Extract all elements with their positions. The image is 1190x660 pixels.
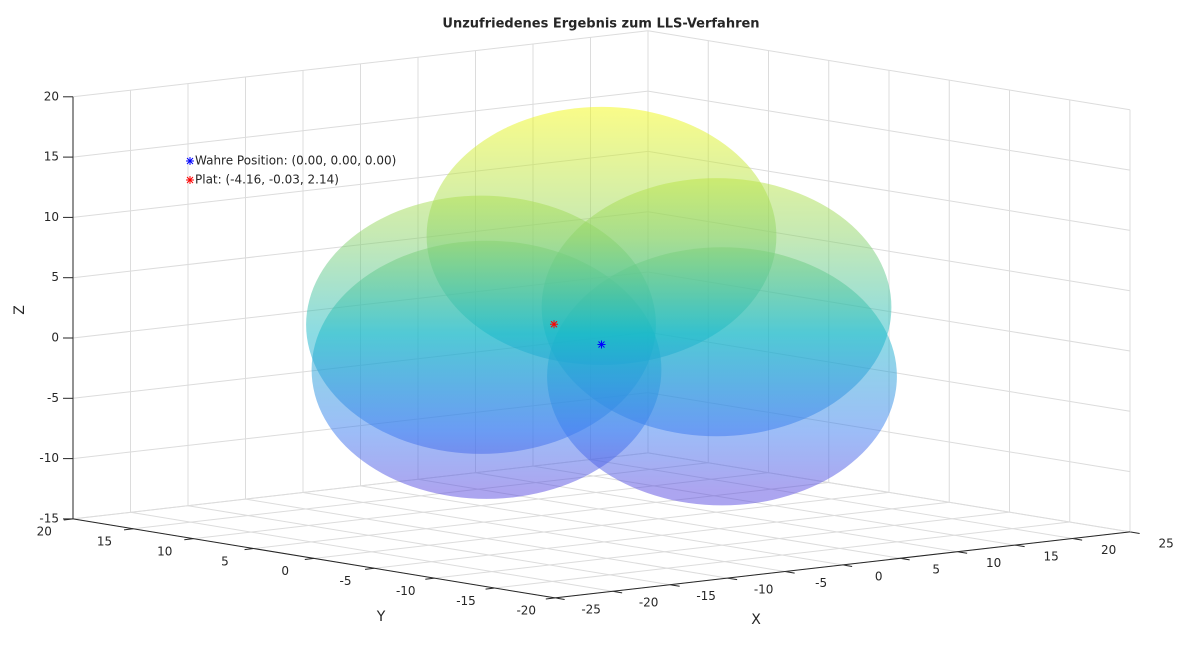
z-axis-label: Z: [12, 305, 28, 315]
x-tick-label: -20: [639, 596, 659, 610]
z-tick-label: 0: [51, 331, 59, 345]
legend-label: Wahre Position: (0.00, 0.00, 0.00): [195, 154, 396, 168]
z-tick-label: -5: [47, 391, 59, 405]
grid-line: [374, 501, 950, 569]
y-tick-label: 5: [221, 554, 229, 568]
point-stroke: [186, 176, 194, 184]
y-tick-label: 20: [37, 525, 52, 539]
x-axis-label: X: [751, 612, 761, 628]
y-tick-label: 0: [281, 564, 289, 578]
x-tick-label: 5: [932, 563, 940, 577]
grid-line: [434, 511, 1010, 579]
z-tick-label: -10: [39, 451, 59, 465]
grid-line: [647, 90, 1131, 171]
x-tick-label: 25: [1159, 536, 1174, 550]
point: [186, 176, 194, 184]
y-tick-label: 10: [157, 544, 172, 558]
z-tick-label: -15: [39, 511, 59, 525]
x-tick-label: -15: [696, 589, 716, 603]
y-tick-label: -15: [456, 594, 476, 608]
sphere: [547, 247, 897, 506]
y-tick-label: 15: [97, 535, 112, 549]
z-tick-label: 20: [44, 89, 59, 103]
point-stroke: [598, 341, 605, 348]
tick-mark: [1129, 531, 1140, 534]
x-tick-label: 10: [986, 556, 1001, 570]
point: [550, 320, 559, 329]
point-stroke: [186, 157, 194, 165]
z-tick-label: 10: [44, 210, 59, 224]
x-tick-label: -25: [581, 602, 601, 616]
grid-line: [72, 90, 649, 158]
z-tick-label: 5: [51, 270, 59, 284]
y-axis-label: Y: [376, 609, 386, 625]
x-tick-label: 20: [1101, 543, 1116, 557]
x-tick-label: 15: [1044, 550, 1059, 564]
x-tick-label: -10: [754, 583, 774, 597]
legend-label: Plat: (-4.16, -0.03, 2.14): [195, 173, 339, 187]
x-tick-label: -5: [815, 576, 827, 590]
y-tick-label: -10: [396, 584, 416, 598]
grid-line: [647, 30, 1131, 111]
point: [186, 157, 194, 165]
grid-line: [313, 491, 890, 559]
y-axis: [72, 518, 556, 599]
grid-line: [494, 521, 1070, 589]
y-tick-label: -5: [340, 574, 352, 588]
x-tick-label: 0: [875, 569, 883, 583]
grid-line: [72, 30, 649, 98]
x-axis: [554, 531, 1131, 599]
y-tick-label: -20: [516, 604, 536, 618]
point-stroke: [550, 320, 558, 328]
z-tick-label: 15: [44, 150, 59, 164]
point: [597, 340, 606, 349]
chart-title: Unzufriedenes Ergebnis zum LLS-Verfahren: [442, 17, 759, 32]
